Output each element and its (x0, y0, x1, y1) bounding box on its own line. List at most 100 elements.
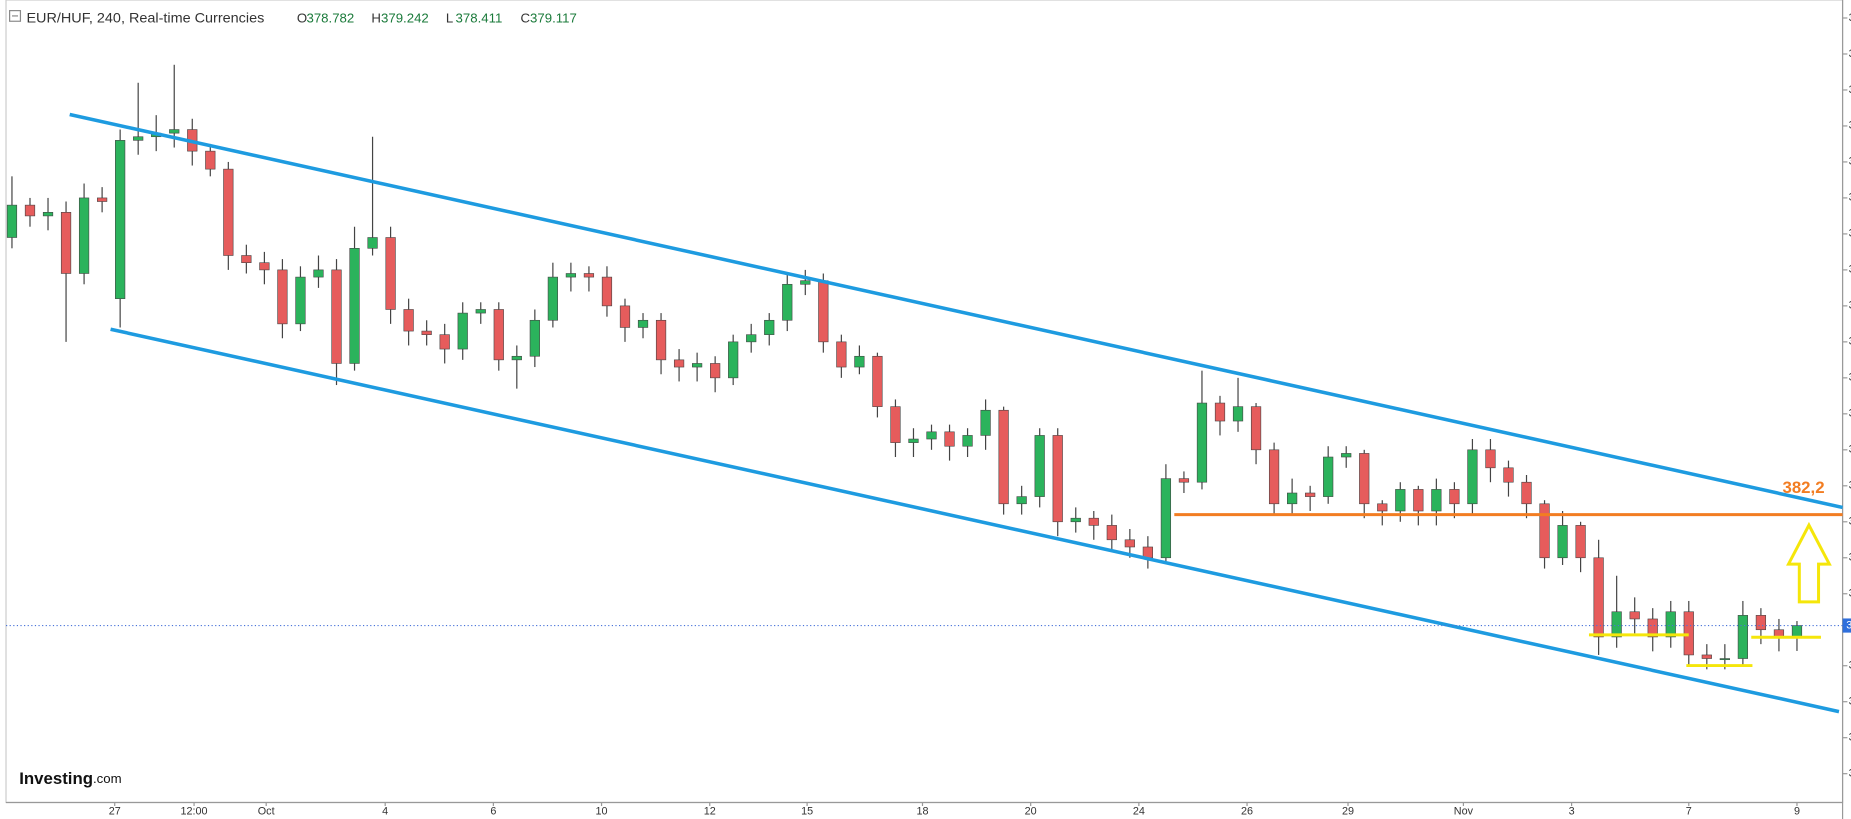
candle-body (78, 197, 90, 274)
x-tick-label: 7 (1686, 806, 1692, 818)
y-tick-label: 392.000 (1849, 156, 1851, 168)
candle-body (782, 283, 793, 321)
candle-body (764, 319, 775, 335)
x-tick-label: 12 (704, 806, 716, 818)
candle-body (655, 319, 667, 361)
candle-body (60, 212, 72, 274)
x-tick-label: 4 (382, 806, 388, 818)
candle-body (1485, 449, 1496, 469)
candle-body (1052, 435, 1063, 523)
candle-body (619, 305, 631, 328)
candle-body (1160, 478, 1172, 559)
logo: Investing.com (19, 770, 122, 789)
candle-body (493, 309, 504, 361)
candle-body (1431, 489, 1442, 512)
candle-body (169, 129, 180, 134)
candle-body (1503, 467, 1514, 483)
candle-body (529, 319, 540, 357)
x-tick-label: 9 (1794, 806, 1800, 818)
candle-body (1016, 496, 1027, 505)
candle-body (457, 312, 468, 350)
y-tick-label: 381.000 (1849, 552, 1851, 564)
candle-body (6, 204, 18, 238)
chart-title: EUR/HUF, 240, Real-time Currencies (26, 11, 264, 27)
candle-body (1521, 481, 1532, 505)
candle-body (1467, 449, 1478, 505)
candle-body (511, 355, 522, 361)
ohlc-value: 379.117 (530, 10, 577, 25)
y-tick-label: 388.000 (1849, 300, 1851, 312)
candle-body (836, 341, 847, 368)
candle-body (1395, 489, 1406, 512)
x-tick-label: 24 (1133, 806, 1145, 818)
x-tick-label: 10 (596, 806, 608, 818)
y-tick-label: 378.000 (1849, 660, 1851, 672)
last-price-label: 379.117 (1846, 619, 1851, 631)
y-tick-label: 380.000 (1849, 588, 1851, 600)
candle-body (980, 409, 991, 436)
x-tick-label: 3 (1569, 806, 1575, 818)
candle-body (1124, 539, 1135, 548)
candle-body (872, 355, 883, 407)
x-tick-label: 26 (1241, 806, 1253, 818)
candle-body (1106, 525, 1117, 541)
candle-body (1377, 503, 1388, 512)
y-tick-label: 393.000 (1849, 120, 1851, 132)
candle-body (295, 276, 306, 325)
ohlc-key: C (520, 10, 530, 25)
logo: Investing (19, 770, 93, 789)
candles (6, 64, 1803, 670)
candle-body (1341, 453, 1352, 458)
candle-body (1088, 517, 1099, 526)
y-tick-label: 395.000 (1849, 48, 1851, 60)
x-tick-label: 29 (1342, 806, 1354, 818)
candle-body (710, 363, 721, 379)
candle-body (962, 435, 973, 447)
x-tick-label: 18 (916, 806, 928, 818)
candle-body (890, 406, 901, 443)
candle-body (1647, 618, 1658, 638)
candle-body (800, 280, 811, 285)
candle-body (1413, 489, 1424, 512)
candle-body (1070, 517, 1081, 523)
candle-body (277, 269, 288, 325)
candle-body (998, 409, 1009, 505)
candle-body (1287, 492, 1298, 505)
channel-upper (69, 112, 1843, 510)
candle-body (854, 355, 865, 368)
candle-body (205, 150, 216, 170)
candle-body (367, 237, 378, 249)
ohlc-key: H (371, 10, 381, 25)
candle-body (547, 276, 558, 321)
candle-body (223, 168, 234, 256)
candle-body (1196, 402, 1208, 483)
y-tick-label: 382.000 (1849, 516, 1851, 528)
candle-body (1665, 611, 1676, 638)
y-tick-label: 394.000 (1849, 84, 1851, 96)
y-tick-label: 389.000 (1849, 264, 1851, 276)
candle-body (1755, 615, 1767, 631)
y-tick-label: 377.000 (1849, 696, 1851, 708)
collapse-icon[interactable] (9, 10, 22, 22)
candle-body (746, 334, 757, 343)
candle-body (313, 269, 324, 278)
candle-body (385, 237, 396, 310)
candle-body (1593, 557, 1604, 638)
candle-body (115, 140, 126, 299)
candle-body (1557, 525, 1568, 559)
candle-body (1611, 611, 1622, 638)
candle-body (1034, 435, 1045, 497)
y-tick-label: 376.000 (1849, 732, 1851, 744)
candle-body (331, 269, 342, 364)
candle-body (692, 363, 703, 368)
x-tick-label: 6 (490, 806, 496, 818)
candle-body (1250, 406, 1262, 451)
y-tick-label: 391.000 (1849, 192, 1851, 204)
candle-body (1268, 449, 1280, 505)
candle-body (1791, 625, 1803, 638)
candle-body (1575, 525, 1586, 559)
candle-body (421, 330, 432, 335)
